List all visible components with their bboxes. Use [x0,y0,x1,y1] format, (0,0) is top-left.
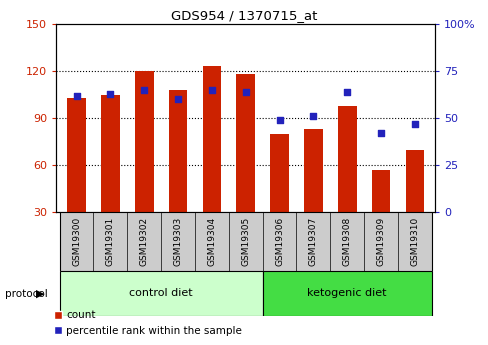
Bar [304,129,322,212]
Point [343,89,350,95]
Point [73,93,81,98]
Point [309,114,317,119]
Bar [371,170,389,212]
Legend: count, percentile rank within the sample: count, percentile rank within the sample [49,306,245,340]
Point [275,117,283,123]
Text: GSM19304: GSM19304 [207,217,216,266]
Point [241,89,249,95]
Text: GSM19309: GSM19309 [376,217,385,266]
Bar [405,149,424,212]
Bar [135,71,153,212]
Bar [168,90,187,212]
Bar [67,98,86,212]
Point [106,91,114,97]
FancyBboxPatch shape [60,271,262,316]
Text: GSM19310: GSM19310 [409,217,419,266]
Text: GSM19307: GSM19307 [308,217,317,266]
Text: protocol: protocol [5,289,47,299]
Text: ketogenic diet: ketogenic diet [307,288,386,298]
Point [140,87,148,93]
Text: GSM19308: GSM19308 [342,217,351,266]
FancyBboxPatch shape [60,212,431,271]
FancyBboxPatch shape [262,271,431,316]
Text: GSM19300: GSM19300 [72,217,81,266]
Text: GSM19302: GSM19302 [140,217,148,266]
Bar [202,67,221,212]
Text: GSM19301: GSM19301 [106,217,115,266]
Point [207,87,215,93]
Bar [236,74,255,212]
Text: GSM19305: GSM19305 [241,217,250,266]
Text: control diet: control diet [129,288,193,298]
Point [410,121,418,127]
Bar [270,134,288,212]
Text: GSM19306: GSM19306 [274,217,284,266]
Point [174,97,182,102]
Bar [337,106,356,212]
Text: GDS954 / 1370715_at: GDS954 / 1370715_at [171,9,317,22]
Text: GSM19303: GSM19303 [173,217,182,266]
Point [376,130,384,136]
Bar [101,95,120,212]
Text: ▶: ▶ [36,289,45,299]
